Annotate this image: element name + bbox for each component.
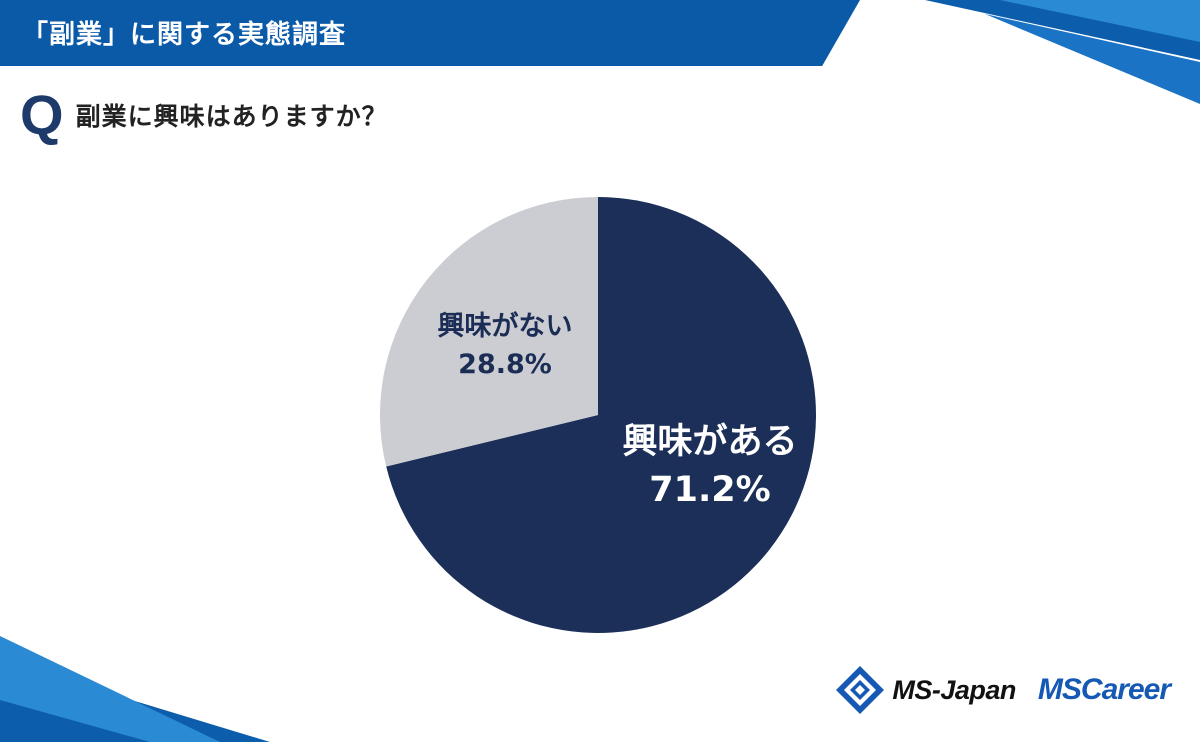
question-row: Q 副業に興味はありますか？ [20,84,388,146]
question-text: 副業に興味はありますか？ [75,102,388,131]
msjapan-logo-text: MS-Japan [892,674,1016,705]
slice-yes-name: 興味がある [622,422,798,462]
msjapan-logo: MS-Japan [834,664,1016,716]
msjapan-emblem-icon [836,666,885,714]
mscareer-logo: MSCareer [1037,673,1171,706]
pie-slice-0 [386,197,816,633]
logo-area: MS-Japan MSCareer [834,664,1171,716]
stripe-lower [985,14,1200,104]
header-bar: 「副業」に関する実態調査 [0,0,860,66]
slice-no-name: 興味がない [437,311,573,342]
header-title: 「副業」に関する実態調査 [22,20,347,50]
slice-no-percent: 28.8% [458,349,552,380]
slice-yes-percent: 71.2% [649,470,771,510]
pie-slice-1 [379,197,598,467]
slice-label-no-interest: 興味がない 28.8% [420,308,590,384]
stripe-bottom-light [0,636,220,742]
slice-label-interest: 興味がある 71.2% [600,418,820,514]
stripe-mid [1000,0,1200,42]
question-marker: Q [20,83,64,146]
